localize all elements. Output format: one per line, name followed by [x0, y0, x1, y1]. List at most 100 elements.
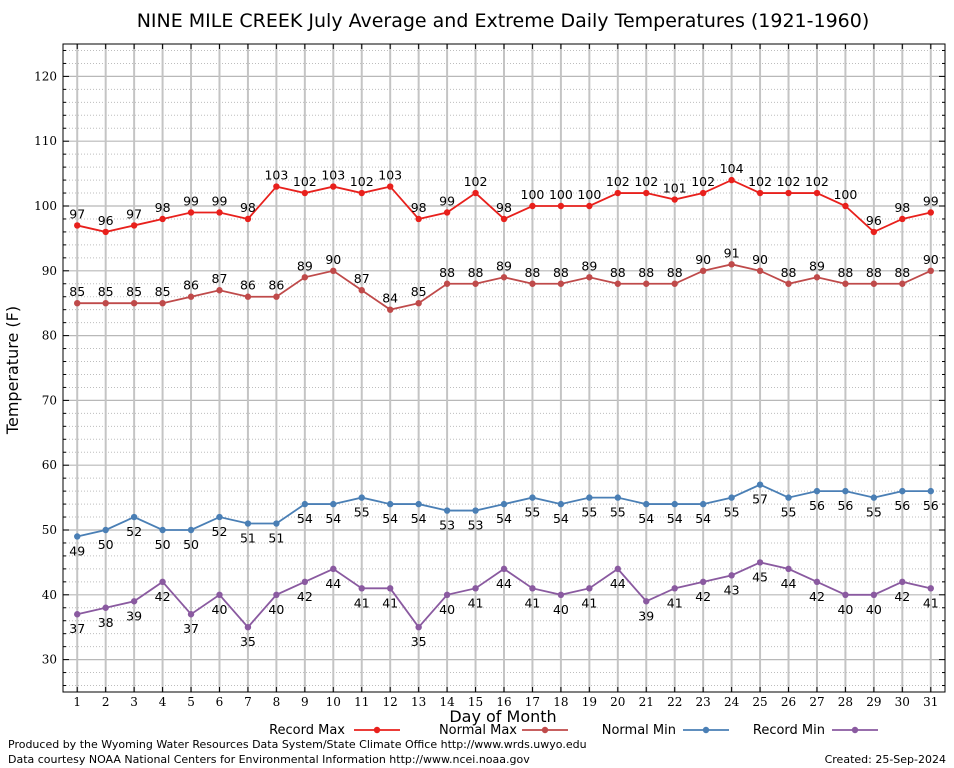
record-max-point	[728, 176, 735, 184]
record-max-point	[102, 228, 109, 236]
record-min-point	[529, 585, 536, 592]
record-min-data-label: 41	[354, 595, 370, 610]
record-min-point	[301, 578, 309, 586]
record-max-point	[301, 189, 309, 197]
legend-marker-record-max	[373, 726, 381, 734]
footer-produced-by: Produced by the Wyoming Water Resources …	[8, 738, 587, 751]
record-min-point	[102, 604, 109, 611]
record-max-data-label: 98	[411, 200, 427, 215]
normal-min-data-label: 53	[468, 518, 484, 533]
record-min-data-label: 42	[809, 589, 825, 604]
normal-min-data-label: 55	[724, 505, 740, 520]
normal-max-point	[529, 280, 536, 287]
normal-max-point	[699, 267, 707, 274]
record-min-point	[557, 591, 565, 598]
normal-max-data-label: 88	[610, 265, 626, 280]
normal-max-point	[756, 267, 764, 274]
record-max-data-label: 98	[240, 200, 256, 215]
record-max-point	[244, 215, 252, 223]
normal-max-data-label: 88	[553, 265, 569, 280]
record-min-point	[443, 591, 451, 598]
normal-min-point	[927, 487, 934, 495]
record-max-point	[216, 209, 223, 216]
normal-max-point	[785, 280, 792, 287]
x-tick-label: 23	[696, 695, 711, 709]
normal-min-data-label: 55	[354, 505, 370, 520]
legend-label-normal-min: Normal Min	[602, 723, 676, 738]
record-min-point	[899, 578, 906, 586]
normal-min-data-label: 54	[667, 511, 683, 526]
record-max-point	[813, 189, 821, 197]
x-tick-label: 2	[102, 695, 110, 709]
normal-min-data-label: 54	[695, 511, 711, 526]
normal-min-point	[301, 500, 309, 508]
record-max-data-label: 100	[577, 187, 601, 202]
normal-min-point	[728, 494, 735, 501]
normal-min-data-label: 55	[581, 505, 597, 520]
x-tick-label: 25	[752, 695, 767, 709]
record-max-point	[187, 209, 195, 216]
record-min-data-label: 41	[923, 595, 939, 610]
x-tick-label: 5	[187, 695, 195, 709]
normal-min-data-label: 56	[923, 498, 939, 513]
normal-max-data-label: 87	[354, 271, 370, 286]
normal-min-point	[102, 526, 109, 534]
normal-max-point	[443, 280, 451, 287]
normal-max-point	[813, 274, 821, 281]
record-max-point	[330, 183, 337, 190]
normal-min-data-label: 50	[155, 537, 171, 552]
record-min-point	[785, 565, 792, 573]
record-min-point	[130, 598, 138, 605]
x-tick-label: 31	[923, 695, 938, 709]
normal-max-data-label: 87	[212, 271, 228, 286]
normal-min-point	[244, 520, 252, 527]
record-min-point	[386, 585, 394, 592]
normal-min-data-label: 51	[268, 531, 284, 546]
record-min-point	[699, 578, 707, 586]
x-tick-label: 1	[73, 695, 81, 709]
normal-max-data-label: 89	[297, 258, 313, 273]
record-max-point	[273, 183, 280, 190]
normal-min-data-label: 50	[98, 537, 114, 552]
normal-min-data-label: 54	[325, 511, 341, 526]
record-max-point	[529, 202, 536, 210]
y-tick-label: 40	[42, 588, 57, 602]
record-max-point	[899, 215, 906, 223]
x-tick-label: 8	[273, 695, 281, 709]
normal-max-data-label: 89	[809, 258, 825, 273]
y-tick-label: 30	[42, 653, 57, 667]
normal-min-data-label: 56	[894, 498, 910, 513]
record-max-data-label: 96	[98, 213, 114, 228]
normal-max-point	[842, 280, 849, 287]
normal-min-data-label: 55	[610, 505, 626, 520]
record-max-data-label: 99	[212, 193, 228, 208]
record-min-point	[500, 565, 508, 573]
record-min-data-label: 41	[667, 595, 683, 610]
record-min-point	[273, 591, 280, 598]
normal-max-data-label: 88	[866, 265, 882, 280]
record-min-data-label: 42	[695, 589, 711, 604]
x-tick-label: 27	[809, 695, 824, 709]
record-min-point	[358, 585, 365, 592]
y-tick-label: 110	[34, 134, 57, 148]
normal-min-point	[643, 500, 650, 508]
record-max-data-label: 99	[183, 193, 199, 208]
record-max-data-label: 102	[634, 174, 658, 189]
normal-min-data-label: 50	[183, 537, 199, 552]
data-labels: 97 96 97 98 99 99 98 103 102 103 102 103 98 99 102 98 10…	[69, 161, 939, 649]
record-max-data-label: 96	[866, 213, 882, 228]
record-min-data-label: 41	[581, 595, 597, 610]
normal-max-point	[358, 287, 365, 294]
normal-min-data-label: 54	[411, 511, 427, 526]
normal-min-point	[842, 487, 849, 495]
record-max-data-label: 98	[496, 200, 512, 215]
record-max-data-label: 97	[126, 206, 142, 221]
record-min-data-label: 41	[468, 595, 484, 610]
normal-min-data-label: 54	[382, 511, 398, 526]
normal-max-data-label: 90	[325, 252, 341, 267]
x-tick-label: 13	[411, 695, 426, 709]
x-tick-label: 9	[301, 695, 309, 709]
legend: Record Max Normal Max Normal Min Record Min	[269, 723, 878, 738]
normal-max-point	[927, 267, 934, 274]
normal-min-point	[187, 526, 195, 534]
